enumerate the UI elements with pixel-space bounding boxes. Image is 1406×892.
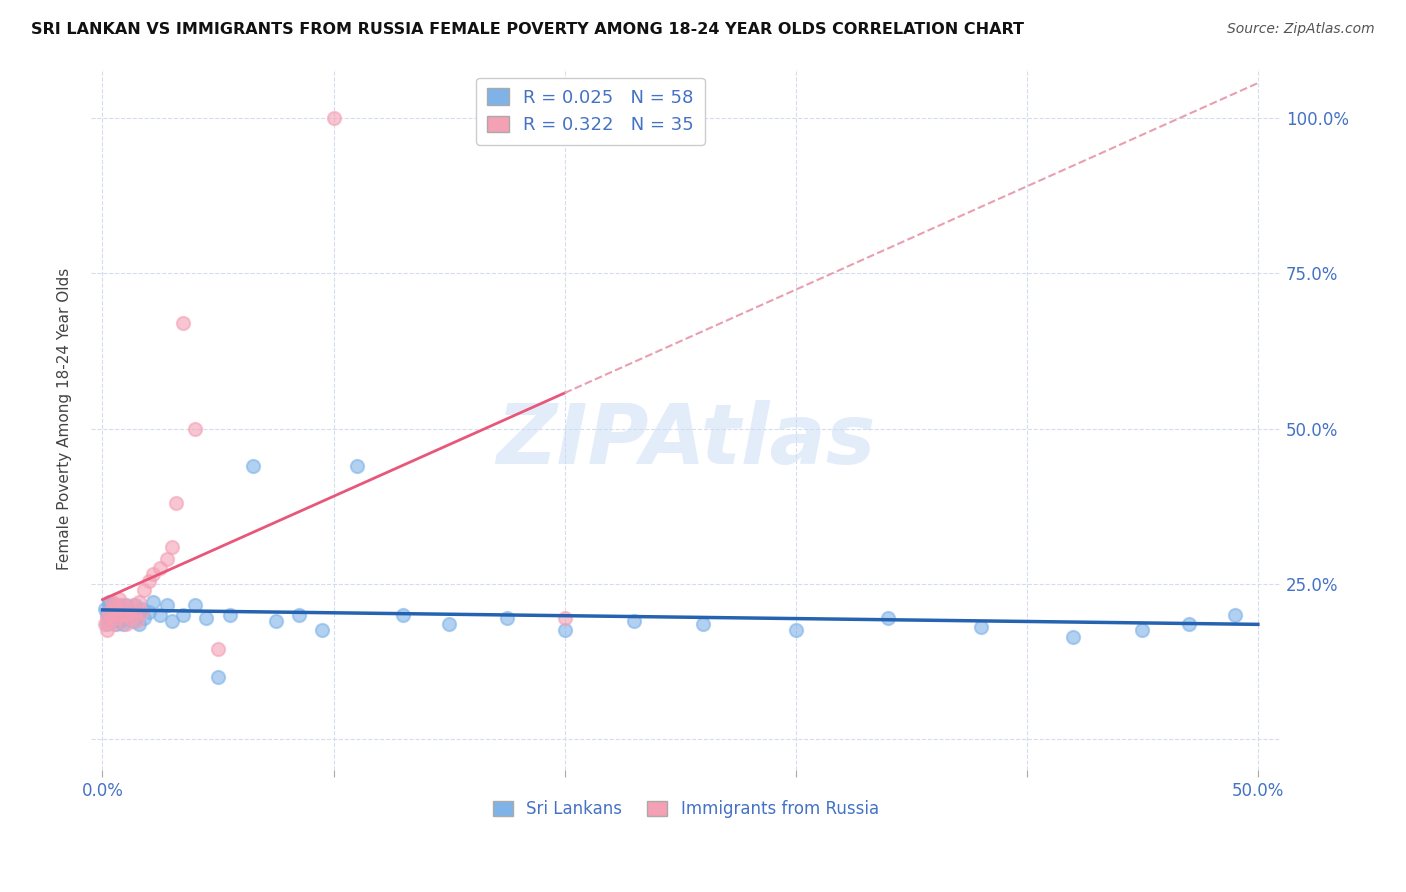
Point [96,607,118,622]
Point [877,611,900,625]
Point [437,617,460,632]
Point [131,601,153,615]
Point [94,617,117,632]
Text: ZIPAtlas: ZIPAtlas [496,400,876,481]
Point [121,614,143,628]
Point [114,599,136,613]
Point [184,599,207,613]
Point [149,561,172,575]
Point [107,599,129,613]
Point [1223,607,1246,622]
Point [117,611,139,625]
Point [131,605,153,619]
Point [98,611,121,625]
Point [105,617,128,632]
Point [184,421,207,435]
Point [142,567,165,582]
Point [120,605,142,619]
Point [96,624,118,638]
Point [149,607,172,622]
Point [554,624,576,638]
Point [98,595,121,609]
Point [103,617,125,632]
Point [142,595,165,609]
Point [94,601,117,615]
Point [160,614,183,628]
Point [107,611,129,625]
Point [218,607,240,622]
Point [127,614,149,628]
Point [124,599,146,613]
Point [195,611,218,625]
Point [127,607,149,622]
Point [242,458,264,473]
Point [692,617,714,632]
Point [785,624,807,638]
Point [100,607,122,622]
Point [207,670,229,684]
Point [107,592,129,607]
Point [156,552,179,566]
Point [311,624,333,638]
Point [98,599,121,613]
Point [110,607,132,622]
Point [100,599,122,613]
Point [105,605,128,619]
Point [96,617,118,632]
Point [207,642,229,657]
Point [1177,617,1199,632]
Point [165,496,187,510]
Point [124,607,146,622]
Point [103,611,125,625]
Legend: Sri Lankans, Immigrants from Russia: Sri Lankans, Immigrants from Russia [486,794,886,825]
Point [128,595,150,609]
Point [138,574,160,588]
Point [114,617,136,632]
Point [138,605,160,619]
Point [112,599,135,613]
Point [103,607,125,622]
Point [1062,630,1084,644]
Point [322,111,344,125]
Point [103,599,125,613]
Point [969,620,991,634]
Point [120,611,142,625]
Point [110,607,132,622]
Point [98,614,121,628]
Y-axis label: Female Poverty Among 18-24 Year Olds: Female Poverty Among 18-24 Year Olds [58,268,72,570]
Point [100,595,122,609]
Point [156,599,179,613]
Point [623,614,645,628]
Point [1130,624,1153,638]
Point [160,540,183,554]
Point [128,617,150,632]
Point [110,614,132,628]
Point [346,458,368,473]
Point [100,614,122,628]
Point [172,316,194,330]
Text: Source: ZipAtlas.com: Source: ZipAtlas.com [1227,22,1375,37]
Point [132,582,155,597]
Point [114,607,136,622]
Point [103,601,125,615]
Point [112,601,135,615]
Point [288,607,311,622]
Point [172,607,194,622]
Point [121,599,143,613]
Point [114,607,136,622]
Point [96,611,118,625]
Point [392,607,415,622]
Point [105,611,128,625]
Point [105,601,128,615]
Point [264,614,287,628]
Point [117,601,139,615]
Point [132,611,155,625]
Point [495,611,517,625]
Text: SRI LANKAN VS IMMIGRANTS FROM RUSSIA FEMALE POVERTY AMONG 18-24 YEAR OLDS CORREL: SRI LANKAN VS IMMIGRANTS FROM RUSSIA FEM… [31,22,1024,37]
Point [100,605,122,619]
Point [112,617,135,632]
Point [554,611,576,625]
Point [98,605,121,619]
